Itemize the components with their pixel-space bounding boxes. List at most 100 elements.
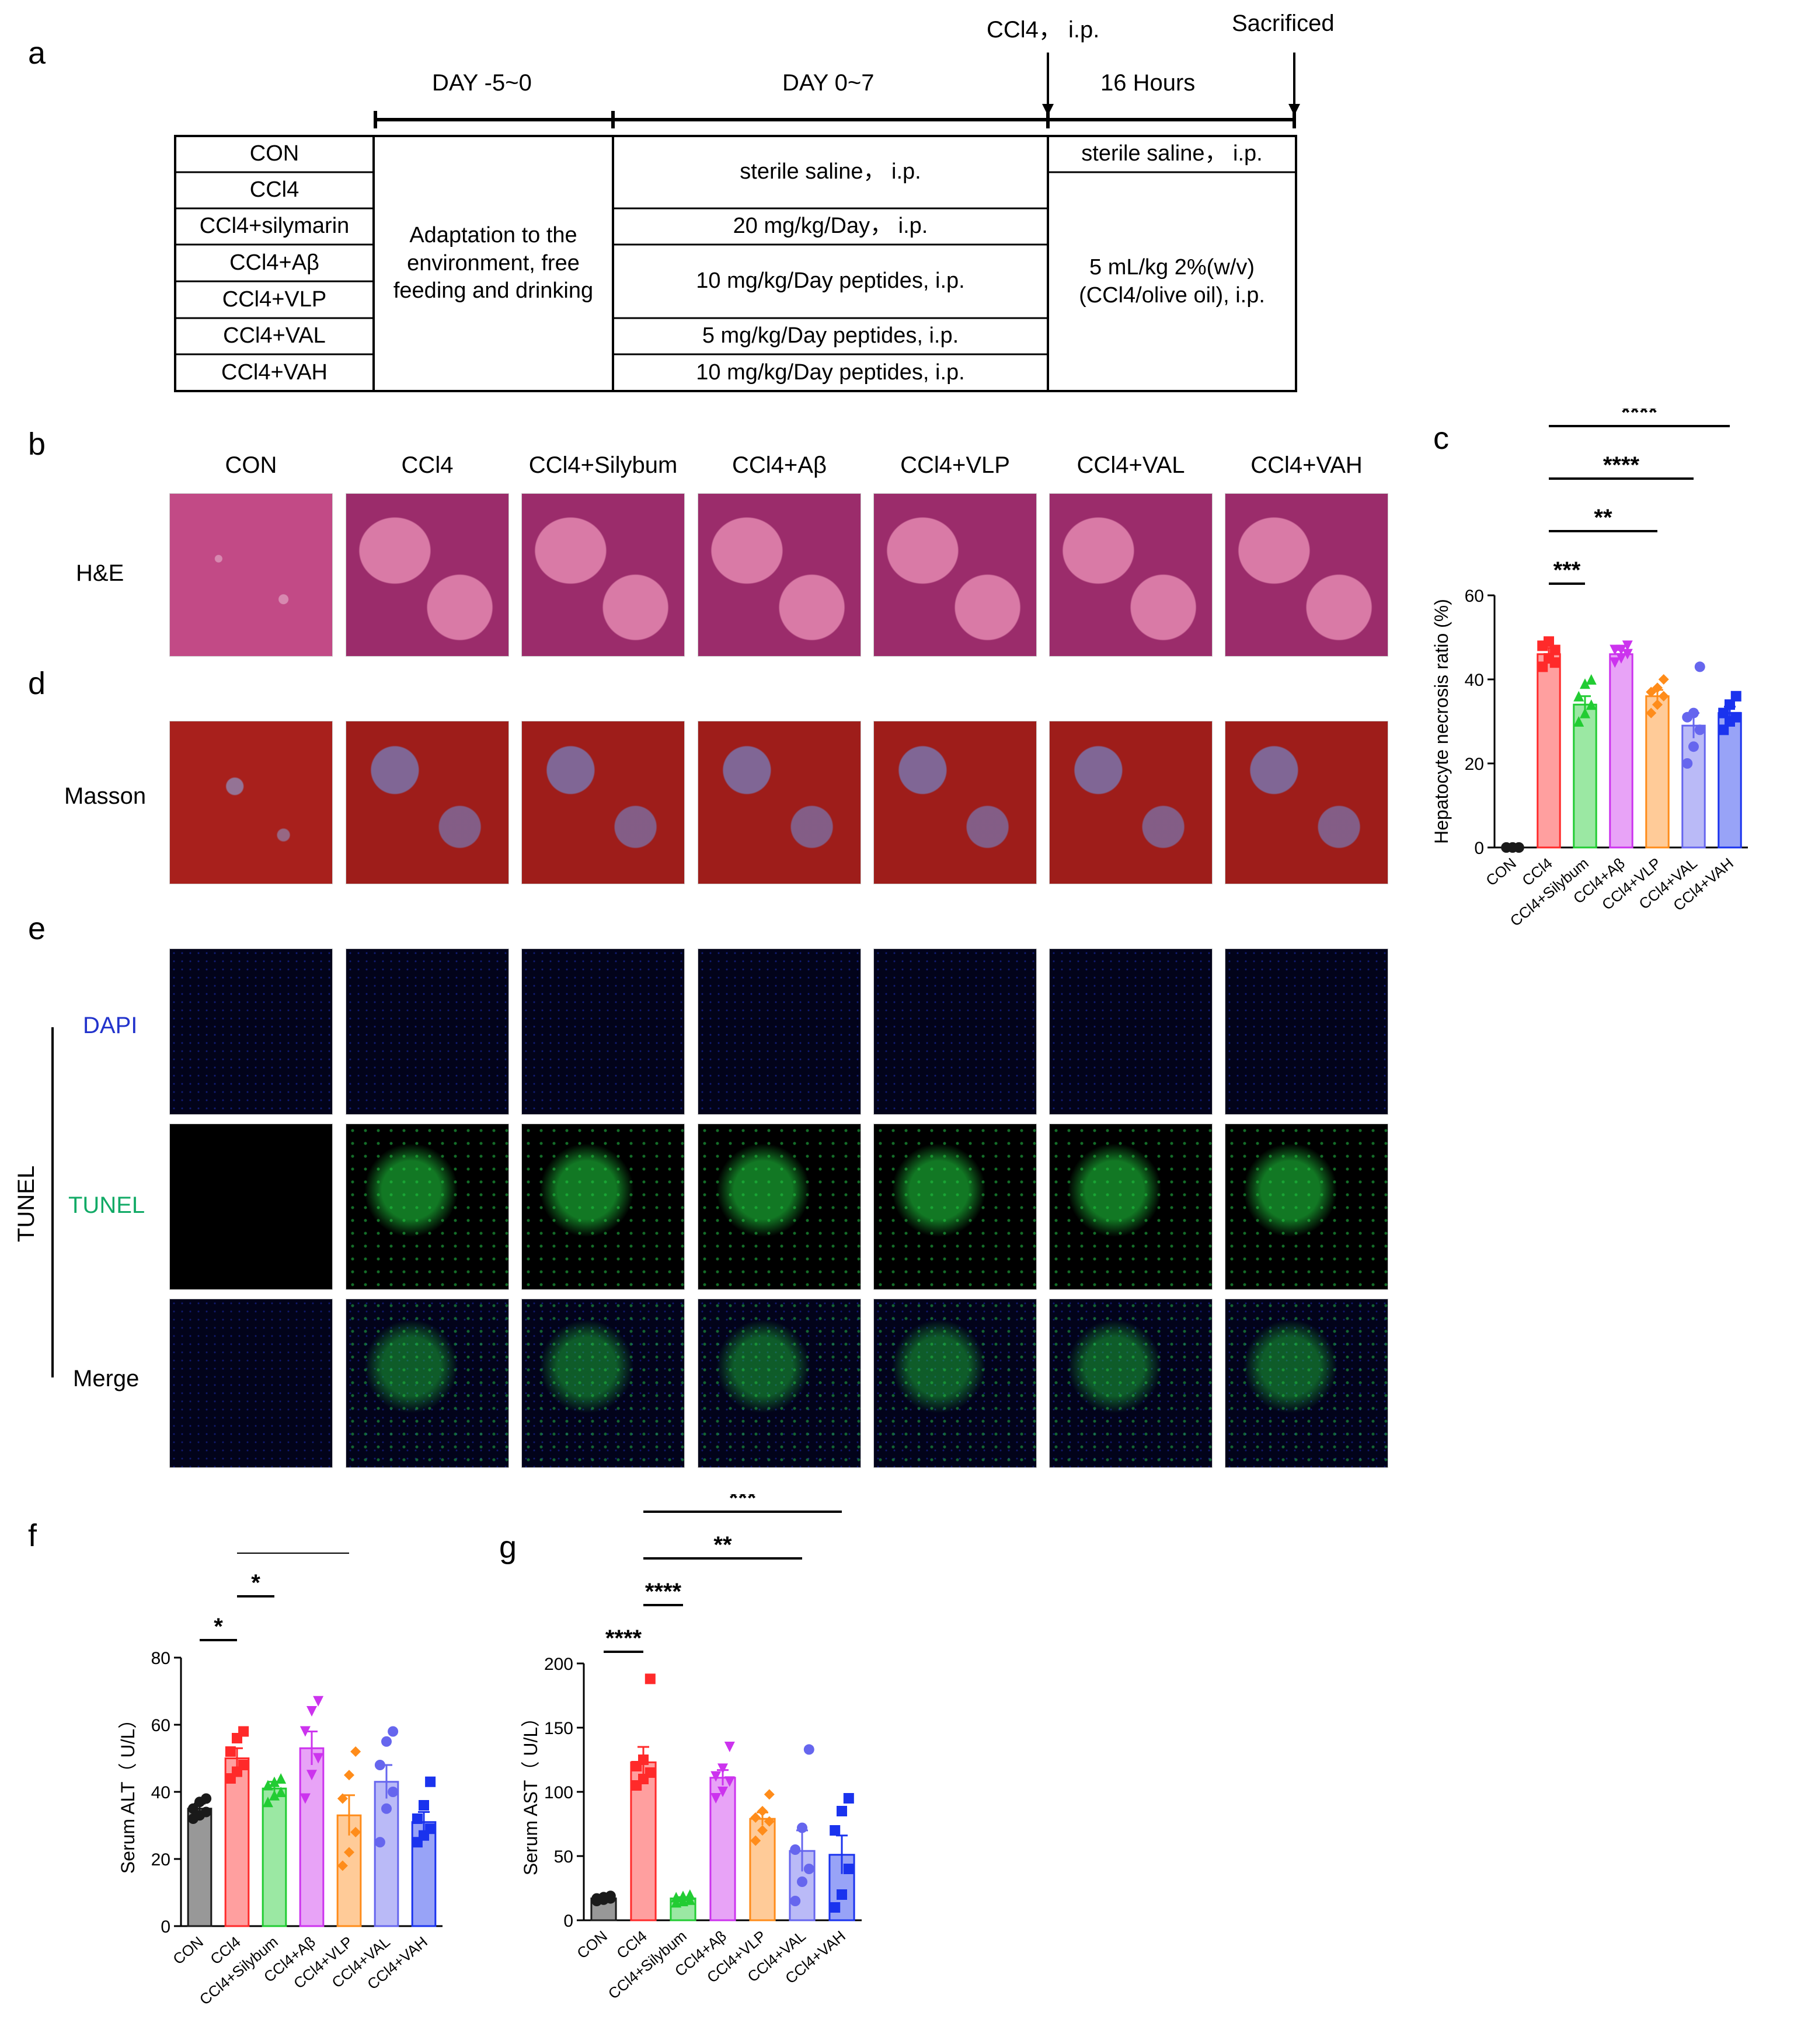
- data-point-3-5: [724, 1742, 735, 1752]
- image-dapi-0: [169, 948, 333, 1115]
- bar-3: [1609, 653, 1633, 849]
- data-point-6-3: [830, 1825, 841, 1836]
- data-point-3-4: [1616, 644, 1626, 655]
- y-tick-label: 100: [544, 1783, 573, 1802]
- data-point-1-5: [645, 1673, 656, 1684]
- data-point-3-2: [313, 1753, 324, 1764]
- y-tick-label: 150: [544, 1719, 573, 1738]
- sig-label-2: **: [713, 1532, 732, 1558]
- data-point-3-5: [313, 1696, 324, 1707]
- bar-3: [709, 1777, 736, 1921]
- image-dapi-6: [1225, 948, 1388, 1115]
- sig-label-0: *: [214, 1614, 223, 1640]
- data-point-4-4: [344, 1770, 354, 1781]
- image-tunel-3: [698, 1124, 861, 1290]
- data-point-6-4: [837, 1806, 847, 1816]
- table-group-2: CCl4+silymarin: [199, 214, 350, 239]
- data-point-2-5: [276, 1773, 287, 1784]
- table-group-4: CCl4+VLP: [222, 287, 327, 312]
- data-point-6-5: [843, 1793, 854, 1804]
- sig-label-1: ****: [645, 1579, 682, 1604]
- sig-label-2: ****: [1603, 452, 1640, 478]
- data-point-5-4: [381, 1736, 392, 1747]
- data-point-5-3: [374, 1760, 385, 1770]
- data-point-5-1: [1688, 741, 1699, 752]
- column-header-2: CCl4+Silybum: [528, 452, 678, 478]
- y-tick-label: 200: [544, 1655, 573, 1674]
- data-point-0-5: [1513, 842, 1524, 853]
- data-point-4-2: [764, 1816, 775, 1827]
- x-tick-label-0: CON: [1482, 854, 1520, 890]
- y-axis-label: Serum ALT（ U/L）: [117, 1710, 138, 1874]
- data-point-4-5: [1658, 674, 1669, 685]
- table-treatment-1: 20 mg/kg/Day， i.p.: [733, 214, 928, 239]
- data-point-3-3: [710, 1771, 722, 1782]
- image-he-2: [521, 493, 685, 657]
- image-tunel-0: [169, 1124, 333, 1290]
- column-header-6: CCl4+VAH: [1250, 452, 1363, 478]
- data-point-1-4: [638, 1755, 649, 1765]
- data-point-3-1: [306, 1770, 317, 1781]
- data-point-3-4: [306, 1706, 317, 1717]
- image-merge-2: [521, 1299, 685, 1468]
- data-point-6-3: [412, 1813, 423, 1824]
- data-point-6-0: [1718, 724, 1729, 735]
- bar-2: [1573, 703, 1597, 849]
- data-point-5-5: [1694, 661, 1705, 672]
- data-point-1-2: [645, 1767, 656, 1778]
- row-label-masson: Masson: [64, 783, 147, 809]
- image-masson-0: [169, 721, 333, 884]
- sig-label-1: *: [251, 1570, 260, 1596]
- data-point-2-5: [1586, 674, 1597, 685]
- column-header-4: CCl4+VLP: [900, 452, 1010, 478]
- data-point-2-1: [1580, 707, 1590, 718]
- data-point-5-0: [790, 1896, 801, 1906]
- data-point-1-2: [1549, 644, 1560, 655]
- x-tick-label-0: CON: [169, 1933, 207, 1968]
- image-merge-6: [1225, 1299, 1388, 1468]
- row-label-dapi: DAPI: [83, 1013, 138, 1038]
- data-point-4-3: [337, 1793, 348, 1804]
- data-point-5-3: [790, 1844, 801, 1855]
- data-point-4-1: [1652, 699, 1663, 710]
- data-point-2-0: [1573, 716, 1584, 727]
- data-point-4-0: [337, 1860, 348, 1871]
- data-point-1-5: [238, 1726, 249, 1737]
- image-masson-5: [1049, 721, 1213, 884]
- data-point-4-4: [757, 1806, 768, 1816]
- data-point-2-5: [684, 1889, 695, 1900]
- y-tick-label: 20: [1465, 755, 1484, 774]
- data-point-1-2: [238, 1760, 249, 1770]
- data-point-5-2: [803, 1864, 814, 1874]
- data-point-5-5: [388, 1726, 399, 1737]
- row-label-he: H&E: [76, 560, 124, 586]
- image-merge-4: [873, 1299, 1037, 1468]
- image-merge-1: [346, 1299, 509, 1468]
- data-point-0-5: [201, 1793, 212, 1804]
- data-point-6-4: [1725, 699, 1735, 710]
- row-label-merge: Merge: [73, 1366, 140, 1391]
- data-point-1-3: [225, 1746, 236, 1757]
- timeline-phase1: DAY -5~0: [432, 70, 532, 96]
- data-point-3-4: [717, 1763, 728, 1774]
- timeline-lines: [174, 53, 1300, 392]
- image-merge-3: [698, 1299, 861, 1468]
- timeline-phase2: DAY 0~7: [782, 70, 875, 96]
- data-point-3-1: [717, 1787, 728, 1797]
- data-point-0-5: [605, 1890, 616, 1902]
- data-point-4-2: [1658, 690, 1669, 702]
- image-masson-1: [346, 721, 509, 884]
- data-point-5-0: [1682, 758, 1693, 769]
- data-point-3-2: [724, 1776, 735, 1787]
- table-group-3: CCl4+Aβ: [229, 250, 319, 275]
- y-tick-label: 50: [554, 1847, 573, 1867]
- data-point-0-3: [187, 1803, 198, 1814]
- column-header-5: CCl4+VAL: [1077, 452, 1185, 478]
- data-point-2-4: [1580, 678, 1590, 689]
- data-point-4-4: [1652, 682, 1663, 693]
- panel-label-b: b: [28, 427, 46, 462]
- data-point-4-1: [757, 1825, 768, 1836]
- y-tick-label: 60: [1465, 587, 1484, 606]
- data-point-0-2: [201, 1806, 212, 1818]
- image-tunel-6: [1225, 1124, 1388, 1290]
